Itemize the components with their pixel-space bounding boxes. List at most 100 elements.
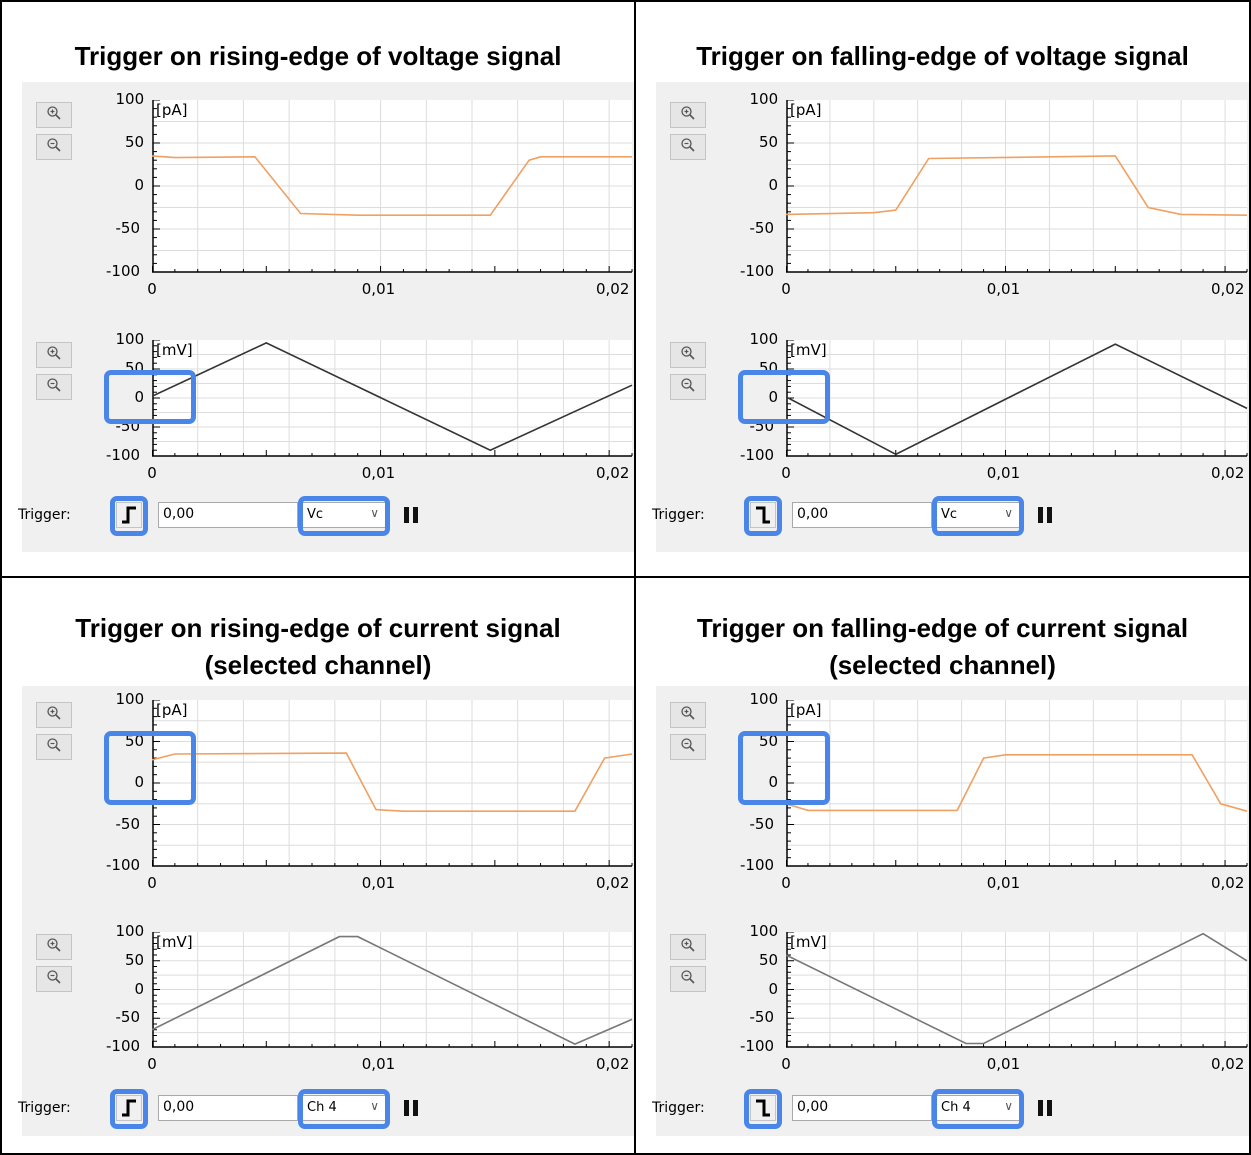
unit-label: [mV] [156, 933, 193, 951]
zoom-out-icon [46, 377, 62, 398]
y-tick-label: 0 [134, 176, 145, 194]
x-tick-label: 0 [781, 280, 791, 298]
pause-button[interactable] [1030, 501, 1060, 529]
x-tick-label: 0,01 [986, 280, 1021, 298]
zoom-out-button[interactable] [36, 966, 72, 992]
y-tick-label: 100 [115, 690, 145, 708]
x-tick-label: 0 [147, 464, 157, 482]
zoom-in-button[interactable] [670, 702, 706, 728]
y-tick-label: -50 [115, 219, 141, 237]
trigger-label: Trigger: [652, 507, 705, 523]
x-tick-label: 0 [147, 874, 157, 892]
x-tick-label: 0 [147, 1055, 157, 1073]
zero-crossing-highlight [738, 731, 830, 805]
x-tick-label: 0,02 [1211, 464, 1245, 482]
y-tick-label: -50 [115, 1008, 141, 1027]
y-tick-label: -50 [115, 814, 141, 833]
voltage-chart [152, 340, 633, 457]
zoom-in-button[interactable] [670, 934, 706, 960]
panel-rising-voltage: Trigger on rising-edge of voltage signal… [0, 0, 636, 578]
trigger-channel-select[interactable]: Ch 4 ∨ [302, 1095, 386, 1121]
y-tick-label: -50 [749, 219, 775, 237]
panel-subtitle: (selected channel) [204, 650, 432, 680]
trigger-channel-select[interactable]: Vc ∨ [936, 502, 1020, 528]
zoom-out-icon [680, 969, 696, 990]
falling-edge-icon [756, 506, 770, 524]
trigger-channel-value: Ch 4 [941, 1100, 971, 1115]
pause-button[interactable] [396, 1094, 426, 1122]
y-tick-label: 100 [115, 90, 145, 108]
falling-edge-button[interactable] [750, 502, 776, 528]
trigger-level-input[interactable]: 0,00 [792, 502, 932, 528]
pause-icon [1038, 1100, 1052, 1116]
zoom-out-button[interactable] [36, 134, 72, 160]
zoom-out-button[interactable] [36, 374, 72, 400]
panel-title: Trigger on falling-edge of current signa… [696, 613, 1189, 643]
zoom-out-icon [680, 137, 696, 158]
zoom-in-button[interactable] [670, 342, 706, 368]
pause-button[interactable] [396, 501, 426, 529]
trigger-channel-select[interactable]: Vc ∨ [302, 502, 386, 528]
y-tick-label: 100 [115, 922, 145, 940]
zoom-in-button[interactable] [36, 702, 72, 728]
zero-crossing-highlight [104, 370, 196, 424]
trigger-level-input[interactable]: 0,00 [158, 1095, 298, 1121]
panel-title: Trigger on falling-edge of voltage signa… [696, 41, 1189, 71]
zoom-out-button[interactable] [670, 374, 706, 400]
signal-trace [786, 753, 1248, 812]
zoom-out-button[interactable] [36, 734, 72, 760]
current-chart [786, 700, 1248, 867]
panel-subtitle: (selected channel) [829, 650, 1056, 680]
panel-falling-voltage: Trigger on falling-edge of voltage signa… [634, 0, 1251, 578]
zoom-in-icon [46, 705, 62, 726]
edge-button-highlight [110, 496, 148, 536]
chevron-down-icon: ∨ [1004, 1099, 1013, 1113]
rising-edge-button[interactable] [116, 502, 142, 528]
zoom-in-button[interactable] [670, 102, 706, 128]
edge-button-highlight [744, 1089, 782, 1129]
y-tick-label: 0 [134, 979, 145, 998]
zoom-out-icon [46, 969, 62, 990]
x-tick-label: 0,02 [1211, 280, 1245, 298]
x-tick-label: 0,01 [361, 280, 396, 298]
channel-select-highlight [298, 496, 390, 536]
scope-widget: [pA] 100 50 0 -50 -100 0 0,01 0,02 [mV] 100 50 0 -50-… [652, 82, 1249, 552]
zoom-out-button[interactable] [670, 734, 706, 760]
signal-trace [786, 932, 1248, 1045]
falling-edge-button[interactable] [750, 1095, 776, 1121]
unit-label: [pA] [156, 701, 188, 719]
x-tick-label: 0 [781, 464, 791, 482]
unit-label: [mV] [790, 933, 827, 951]
x-tick-label: 0,02 [596, 874, 630, 892]
trigger-level-input[interactable]: 0,00 [158, 502, 298, 528]
x-tick-label: 0 [781, 1055, 791, 1073]
y-tick-label: 0 [768, 176, 779, 194]
signal-trace [152, 342, 633, 452]
x-tick-label: 0,02 [596, 1055, 630, 1073]
zoom-in-button[interactable] [36, 934, 72, 960]
zoom-in-button[interactable] [36, 342, 72, 368]
y-tick-label: 100 [115, 330, 145, 348]
pause-icon [404, 507, 418, 523]
rising-edge-icon [122, 1099, 136, 1117]
chevron-down-icon: ∨ [1004, 506, 1013, 520]
zoom-out-button[interactable] [670, 134, 706, 160]
unit-label: [pA] [790, 701, 822, 719]
signal-trace [152, 155, 632, 216]
x-tick-label: 0,01 [361, 464, 396, 482]
zoom-in-button[interactable] [36, 102, 72, 128]
rising-edge-button[interactable] [116, 1095, 142, 1121]
trigger-label: Trigger: [652, 1100, 705, 1116]
zoom-in-icon [680, 705, 696, 726]
zero-crossing-highlight [738, 370, 830, 424]
y-tick-label: 100 [749, 922, 779, 940]
trigger-level-input[interactable]: 0,00 [792, 1095, 932, 1121]
zoom-out-icon [46, 137, 62, 158]
y-tick-label: -100 [740, 1037, 775, 1055]
signal-trace [152, 935, 633, 1045]
chevron-down-icon: ∨ [370, 506, 379, 520]
zoom-out-button[interactable] [670, 966, 706, 992]
pause-button[interactable] [1030, 1094, 1060, 1122]
signal-trace [786, 155, 1248, 216]
current-chart [786, 100, 1248, 273]
